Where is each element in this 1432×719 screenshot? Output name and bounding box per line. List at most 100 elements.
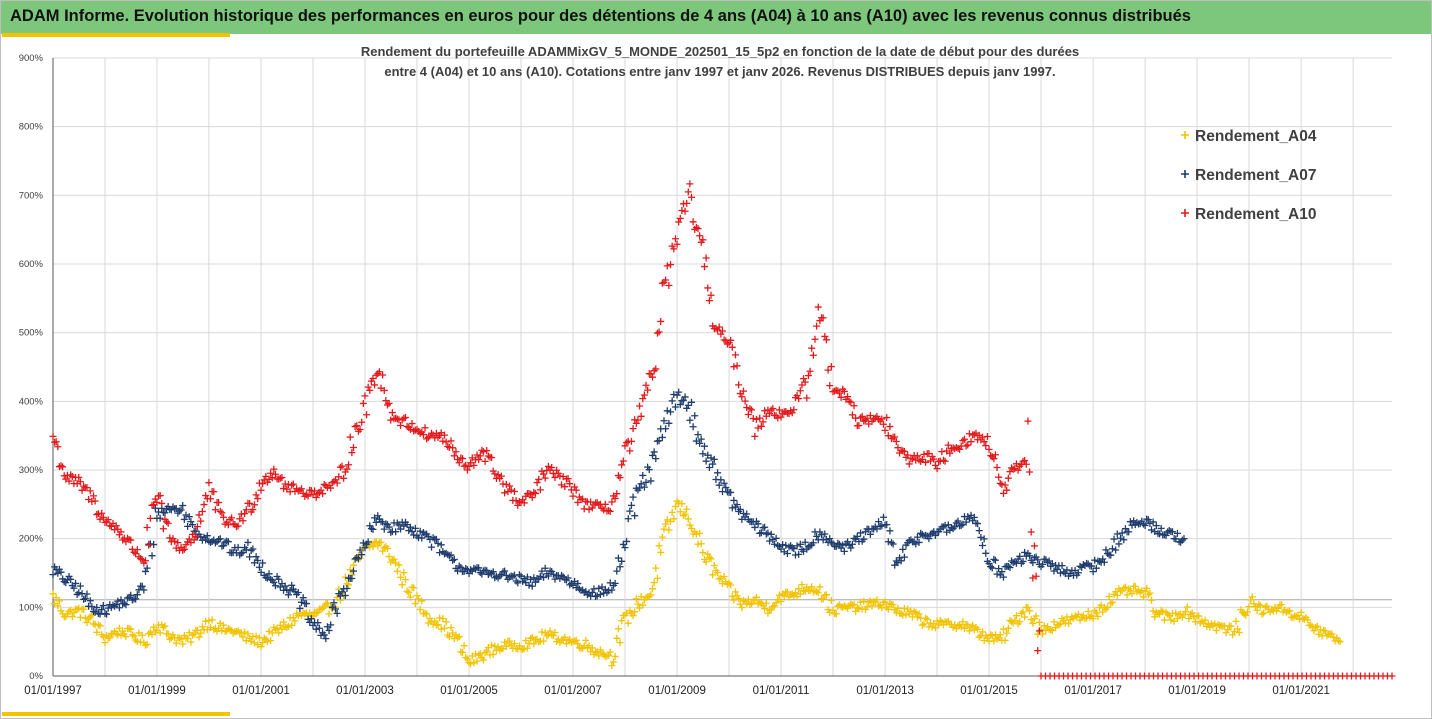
data-point (822, 535, 830, 543)
data-point (1167, 616, 1175, 624)
data-point (709, 460, 717, 468)
data-point (1304, 616, 1312, 624)
data-point (751, 432, 759, 440)
legend-label: Rendement_A04 (1195, 128, 1317, 145)
data-point (546, 567, 554, 575)
data-point (189, 521, 197, 529)
data-point (1040, 622, 1048, 630)
data-point (195, 633, 203, 641)
data-point (650, 448, 658, 456)
data-point (447, 624, 455, 632)
data-point (210, 626, 218, 634)
data-point (1008, 464, 1016, 472)
data-point (180, 545, 188, 553)
data-point (642, 478, 650, 486)
data-point (627, 501, 635, 509)
data-point (839, 541, 847, 549)
data-point (406, 593, 414, 601)
data-point (377, 538, 385, 546)
data-point (424, 532, 432, 540)
data-point (644, 386, 652, 394)
data-point (112, 601, 120, 609)
data-point (920, 620, 928, 628)
data-point (515, 642, 523, 650)
data-point (410, 531, 418, 539)
data-point (93, 628, 101, 636)
data-point (1243, 608, 1251, 616)
data-point (444, 442, 452, 450)
data-point (1173, 615, 1181, 623)
data-point (215, 498, 223, 506)
x-tick-label: 01/01/1999 (128, 685, 186, 697)
data-point (752, 415, 760, 423)
y-tick-label: 900% (19, 53, 44, 64)
data-point (128, 596, 136, 604)
data-point (1255, 600, 1263, 608)
data-point (343, 465, 351, 473)
data-point (1173, 529, 1181, 537)
x-tick-label: 01/01/2021 (1272, 685, 1330, 697)
data-point (283, 623, 291, 631)
data-point (298, 598, 306, 606)
data-point (866, 412, 874, 420)
data-point (288, 581, 296, 589)
data-point (1177, 610, 1185, 618)
data-point (647, 370, 655, 378)
data-point (195, 511, 203, 519)
data-point (804, 372, 812, 380)
data-point (847, 398, 855, 406)
data-point (132, 595, 140, 603)
data-point (161, 509, 169, 517)
data-point (189, 631, 197, 639)
data-point (731, 588, 739, 596)
data-point (327, 484, 335, 492)
data-point (1278, 600, 1286, 608)
data-point (81, 614, 89, 622)
data-point (205, 617, 213, 625)
data-point (727, 336, 735, 344)
data-point (1113, 591, 1121, 599)
data-point (146, 514, 154, 522)
data-point (187, 518, 195, 526)
chart-subtitle-line-1: Rendement du portefeuille ADAMMixGV_5_MO… (361, 44, 1079, 59)
data-point (387, 416, 395, 424)
data-point (219, 542, 227, 550)
data-point (749, 415, 757, 423)
data-point (1019, 457, 1027, 465)
data-point (502, 643, 510, 651)
data-point (150, 623, 158, 631)
data-point (709, 571, 717, 579)
data-point (889, 540, 897, 548)
data-point (995, 565, 1003, 573)
data-point (657, 317, 665, 325)
data-point (1172, 609, 1180, 617)
data-point (519, 645, 527, 653)
data-point (813, 588, 821, 596)
data-point (1029, 574, 1037, 582)
data-point (1021, 457, 1029, 465)
data-point (686, 180, 694, 188)
data-point (1102, 546, 1110, 554)
data-point (982, 442, 990, 450)
data-point (332, 605, 340, 613)
data-point (720, 336, 728, 344)
data-point (403, 422, 411, 430)
data-point (1120, 584, 1128, 592)
data-point (247, 637, 255, 645)
data-point (254, 556, 262, 564)
data-point (879, 513, 887, 521)
data-point (538, 628, 546, 636)
data-point (372, 537, 380, 545)
data-point (528, 494, 536, 502)
data-point (623, 439, 631, 447)
data-point (54, 602, 62, 610)
data-point (863, 603, 871, 611)
data-point (1092, 564, 1100, 572)
data-point (665, 526, 673, 534)
data-point (138, 631, 146, 639)
data-point (280, 618, 288, 626)
data-point (506, 573, 514, 581)
data-point (655, 437, 663, 445)
data-point (104, 516, 112, 524)
data-point (1260, 609, 1268, 617)
